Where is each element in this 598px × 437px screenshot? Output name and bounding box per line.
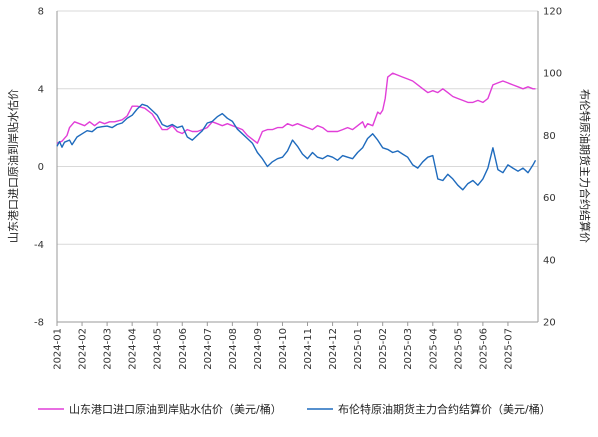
legend-label-shandong: 山东港口进口原油到岸贴水估价（美元/桶） [69,402,282,416]
x-tick-label: 2024-01 [53,328,64,370]
left-y-tick-label: 4 [38,84,44,95]
x-tick-label: 2025-03 [403,328,414,370]
right-y-tick-label: 60 [543,193,556,204]
x-tick-label: 2025-05 [453,328,464,370]
x-tick-label: 2024-02 [78,328,89,370]
left-y-axis-title: 山东港口进口原油到岸贴水估价 [6,89,20,243]
left-y-axis-ticks: 8 4 0 -4 -8 [34,7,44,329]
series-lines [56,72,537,191]
x-tick-label: 2024-12 [328,328,339,370]
left-y-tick-label: -4 [34,240,44,251]
x-tick-label: 2024-10 [278,328,289,370]
series-line-brent [56,103,537,191]
right-y-axis-ticks: 120 100 80 60 40 20 [543,7,562,329]
left-y-tick-label: 0 [38,162,44,173]
series-line-shandong [56,72,536,144]
legend-label-brent: 布伦特原油期货主力合约结算价（美元/桶） [338,402,551,416]
x-tick-label: 2024-03 [103,328,114,370]
x-tick-label: 2024-07 [203,328,214,370]
x-tick-label: 2024-04 [128,328,139,370]
x-tick-label: 2024-05 [153,328,164,370]
x-axis-ticks: 2024-01 2024-02 2024-03 2024-04 2024-05 2024-… [53,322,514,370]
x-tick-label: 2025-06 [478,328,489,370]
right-y-tick-label: 120 [543,7,562,18]
x-tick-label: 2025-07 [503,328,514,370]
x-tick-label: 2025-01 [353,328,364,370]
right-y-tick-label: 20 [543,318,556,329]
right-y-tick-label: 40 [543,255,556,266]
right-y-tick-label: 80 [543,131,556,142]
x-tick-label: 2024-11 [303,328,314,370]
x-tick-label: 2024-08 [228,328,239,370]
x-tick-label: 2024-06 [178,328,189,370]
plot-frame [56,10,539,323]
right-y-tick-label: 100 [543,69,562,80]
left-y-tick-label: -8 [34,318,44,329]
left-y-tick-label: 8 [38,7,44,18]
x-tick-label: 2025-02 [378,328,389,370]
x-tick-label: 2025-04 [428,328,439,370]
legend: 山东港口进口原油到岸贴水估价（美元/桶） 布伦特原油期货主力合约结算价（美元/桶… [38,402,551,416]
x-tick-label: 2024-09 [253,328,264,370]
right-y-axis-title: 布伦特原油期货主力合约结算价 [578,89,592,243]
gridlines [57,88,538,245]
